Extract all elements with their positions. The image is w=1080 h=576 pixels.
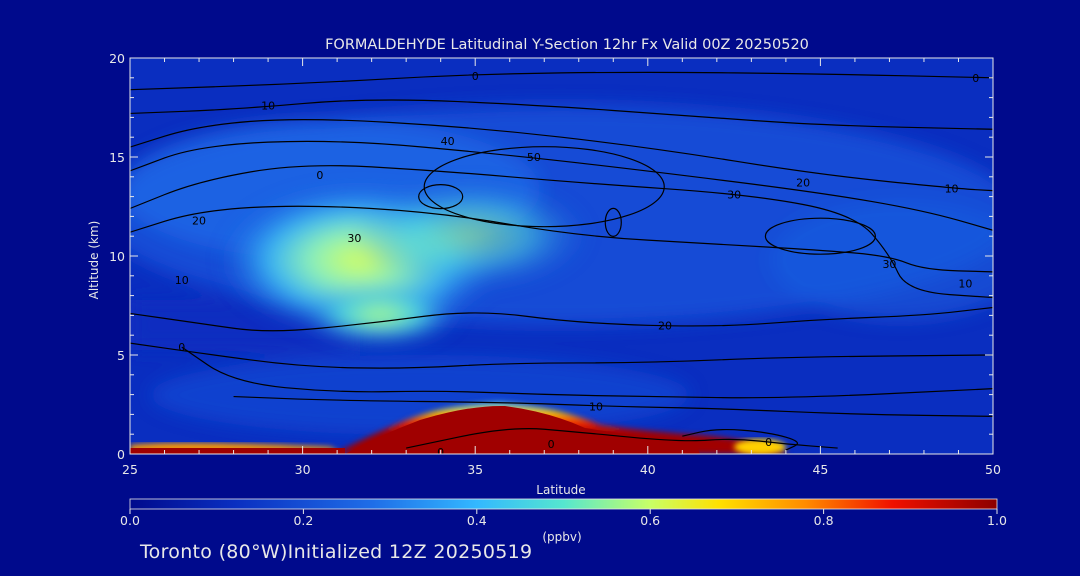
x-axis-label: Latitude <box>536 483 585 497</box>
chart-title: FORMALDEHYDE Latitudinal Y-Section 12hr … <box>325 37 809 53</box>
y-tick-label: 15 <box>109 150 125 165</box>
contour-label: 30 <box>727 189 741 202</box>
contour-label: 0 <box>765 436 772 449</box>
y-axis-label: Altitude (km) <box>87 221 101 300</box>
contour-label: 10 <box>945 183 959 196</box>
contour-label: 10 <box>175 274 189 287</box>
contour-ring <box>418 184 464 210</box>
x-axis: 25 30 35 40 45 50 <box>122 58 1001 477</box>
contour-labels: 000100102030203010102030504001000 <box>175 70 979 454</box>
colorbar-tick-label: 0.6 <box>640 513 660 528</box>
contour-line <box>130 342 993 369</box>
contour-line <box>130 99 993 130</box>
contour-line <box>130 119 993 192</box>
contour-label: 0 <box>548 438 555 451</box>
contour-label: 10 <box>589 400 603 413</box>
x-tick-label: 30 <box>295 462 311 477</box>
colorbar-tick-label: 0.8 <box>814 513 834 528</box>
y-tick-label: 0 <box>117 447 125 462</box>
contour-line <box>682 428 798 451</box>
contour-label: 20 <box>796 177 810 190</box>
y-tick-label: 5 <box>117 348 125 363</box>
contour-line <box>130 165 993 299</box>
x-tick-label: 35 <box>467 462 483 477</box>
contour-label: 30 <box>882 258 896 271</box>
contour-line <box>406 428 838 449</box>
contour-line <box>130 205 993 273</box>
contour-label: 0 <box>472 70 479 83</box>
contour-lines <box>130 71 993 451</box>
contour-label: 10 <box>958 278 972 291</box>
x-tick-label: 45 <box>812 462 828 477</box>
contour-label: 50 <box>527 151 541 164</box>
colorbar-tick-label: 1.0 <box>987 513 1007 528</box>
y-axis: 0 5 10 15 20 <box>109 51 993 462</box>
colorbar <box>129 498 998 510</box>
contour-ring <box>604 207 622 237</box>
contour-ring <box>764 217 877 255</box>
contour-ring <box>423 146 665 228</box>
colorbar-tick-label: 0.2 <box>293 513 313 528</box>
colorbar-tick-label: 0.0 <box>120 513 140 528</box>
contour-line <box>233 395 993 417</box>
footer-caption: Toronto (80°W)Initialized 12Z 20250519 <box>140 541 533 563</box>
colorbar-tick-label: 0.4 <box>467 513 487 528</box>
colorbar-label: (ppbv) <box>542 530 581 544</box>
contour-label: 20 <box>658 319 672 332</box>
contour-label: 0 <box>178 341 185 354</box>
contour-label: 20 <box>192 214 206 227</box>
contour-label: 0 <box>972 72 979 85</box>
contour-line <box>130 71 993 91</box>
contour-label: 0 <box>316 169 323 182</box>
contour-line <box>181 346 993 399</box>
x-tick-label: 25 <box>122 462 138 477</box>
contour-label: 10 <box>261 100 275 113</box>
x-tick-label: 40 <box>640 462 656 477</box>
x-tick-label: 50 <box>985 462 1001 477</box>
contour-line <box>130 306 993 332</box>
y-tick-label: 20 <box>109 51 125 66</box>
contour-label: 30 <box>347 232 361 245</box>
contour-line <box>130 140 993 231</box>
colorbar-ticks: 0.0 0.2 0.4 0.6 0.8 1.0 <box>120 509 1007 528</box>
contour-label: 40 <box>441 135 455 148</box>
y-tick-label: 10 <box>109 249 125 264</box>
concentration-field: 000100102030203010102030504001000 <box>130 58 993 454</box>
